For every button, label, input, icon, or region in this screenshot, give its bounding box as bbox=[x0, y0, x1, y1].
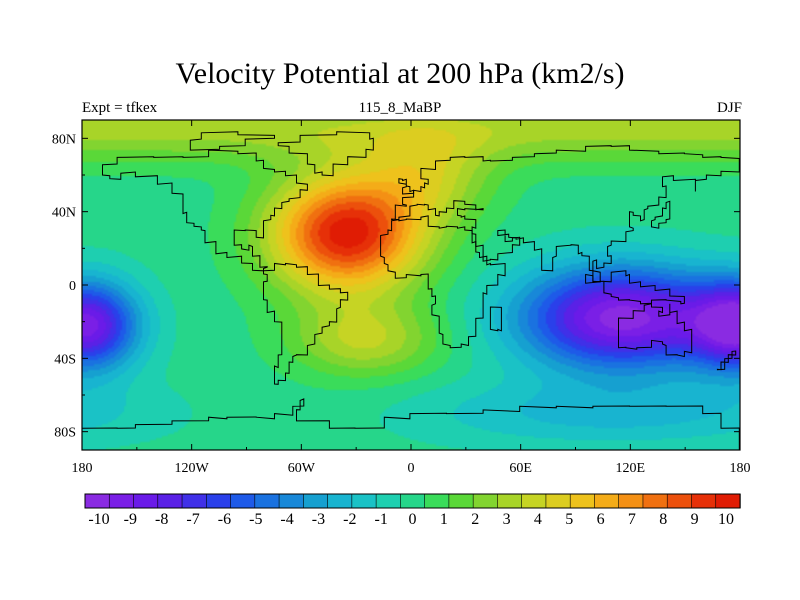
x-tick-label: 120E bbox=[616, 461, 646, 476]
colorbar-swatch bbox=[448, 493, 474, 509]
colorbar-label: -3 bbox=[312, 511, 325, 528]
x-tick-label: 60W bbox=[288, 461, 316, 476]
colorbar-label: -1 bbox=[375, 511, 388, 528]
coast-greenland bbox=[277, 131, 374, 177]
colorbar-frame bbox=[84, 493, 741, 509]
y-tick-label: 80S bbox=[54, 426, 76, 441]
x-axis: 180 120W 60W 0 60E 120E 180 bbox=[72, 120, 751, 476]
x-tick-label: 120W bbox=[175, 461, 210, 476]
coast-madagascar bbox=[489, 306, 502, 332]
colorbar-swatch bbox=[642, 493, 668, 509]
colorbar-swatch bbox=[351, 493, 377, 509]
colorbar-label: 8 bbox=[659, 511, 667, 528]
x-tick-label: 180 bbox=[72, 461, 93, 476]
period-label: 115_8_MaBP bbox=[358, 100, 442, 116]
colorbar-label: -6 bbox=[218, 511, 231, 528]
coast-eurasia bbox=[391, 145, 740, 283]
colorbar-label: 3 bbox=[503, 511, 511, 528]
colorbar-label: -4 bbox=[280, 511, 293, 528]
coast-south-america bbox=[263, 262, 349, 385]
colorbar-swatch bbox=[278, 493, 305, 509]
coast-japan bbox=[651, 200, 671, 229]
colorbar-label: 10 bbox=[718, 511, 734, 528]
experiment-label: Expt = tfkex bbox=[82, 100, 158, 116]
map-plot-area: 180 120W 60W 0 60E 120E 180 80N 40N 0 40S 80S bbox=[52, 119, 751, 476]
colorbar-label: 7 bbox=[628, 511, 636, 528]
velocity-potential-field bbox=[82, 120, 740, 450]
y-tick-label: 80N bbox=[52, 132, 76, 147]
coast-new-zealand bbox=[716, 350, 737, 371]
coast-australia bbox=[618, 303, 693, 358]
colorbar-swatch bbox=[497, 493, 523, 509]
colorbar-swatch bbox=[545, 493, 571, 509]
x-tick-label: 0 bbox=[408, 461, 415, 476]
coast-uk bbox=[398, 178, 415, 195]
colorbar-swatch bbox=[181, 493, 207, 509]
colorbar-swatch bbox=[206, 493, 232, 509]
colorbar-swatch bbox=[594, 493, 620, 509]
chart-title: Velocity Potential at 200 hPa (km2/s) bbox=[175, 57, 625, 90]
colorbar-label: -8 bbox=[155, 511, 168, 528]
y-tick-label: 0 bbox=[69, 279, 76, 294]
colorbar-swatch bbox=[691, 493, 717, 509]
colorbar-swatch bbox=[108, 493, 135, 509]
y-tick-label: 40S bbox=[54, 352, 76, 367]
x-tick-label: 180 bbox=[730, 461, 751, 476]
colorbar-label: 9 bbox=[691, 511, 699, 528]
colorbar-swatch bbox=[424, 493, 450, 509]
colorbar-label: -9 bbox=[124, 511, 137, 528]
colorbar-swatch bbox=[569, 493, 596, 509]
colorbar-label: 4 bbox=[534, 511, 542, 528]
colorbar-label: -7 bbox=[186, 511, 199, 528]
colorbar-label: 0 bbox=[409, 511, 417, 528]
x-tick-label: 60E bbox=[509, 461, 532, 476]
y-tick-label: 40N bbox=[52, 206, 76, 221]
colorbar-swatch bbox=[472, 493, 499, 509]
colorbar-swatch bbox=[618, 493, 644, 509]
colorbar-swatch bbox=[254, 493, 280, 509]
colorbar-swatch bbox=[715, 493, 741, 509]
season-label: DJF bbox=[716, 100, 742, 116]
colorbar-swatch bbox=[84, 493, 110, 509]
colorbar-swatch bbox=[157, 493, 183, 509]
colorbar-label: 5 bbox=[565, 511, 573, 528]
coast-antarctica bbox=[82, 398, 740, 450]
y-axis: 80N 40N 0 40S 80S bbox=[52, 132, 740, 441]
coast-indonesia bbox=[585, 270, 685, 305]
colorbar-swatch bbox=[327, 493, 353, 509]
colorbar-swatch bbox=[303, 493, 329, 509]
colorbar-swatch bbox=[521, 493, 547, 509]
colorbar-swatch bbox=[133, 493, 159, 509]
colorbar-label: -10 bbox=[88, 511, 109, 528]
colorbar-swatch bbox=[400, 493, 426, 509]
coastlines bbox=[82, 131, 740, 450]
colorbar-swatch bbox=[375, 493, 402, 509]
colorbar-swatch bbox=[230, 493, 256, 509]
colorbar-label: 1 bbox=[440, 511, 448, 528]
colorbar-label: -5 bbox=[249, 511, 262, 528]
coast-north-america bbox=[102, 149, 308, 272]
colorbar: -10 -9 -8 -7 -6 -5 -4 -3 -2 -1 0 1 2 3 4 5 6 7 8 9 10 bbox=[84, 493, 741, 528]
colorbar-label: 2 bbox=[471, 511, 479, 528]
coast-africa bbox=[380, 215, 506, 349]
colorbar-label: -2 bbox=[343, 511, 356, 528]
colorbar-swatch bbox=[666, 493, 693, 509]
colorbar-label: 6 bbox=[597, 511, 605, 528]
coast-arctic-islands bbox=[189, 131, 275, 151]
